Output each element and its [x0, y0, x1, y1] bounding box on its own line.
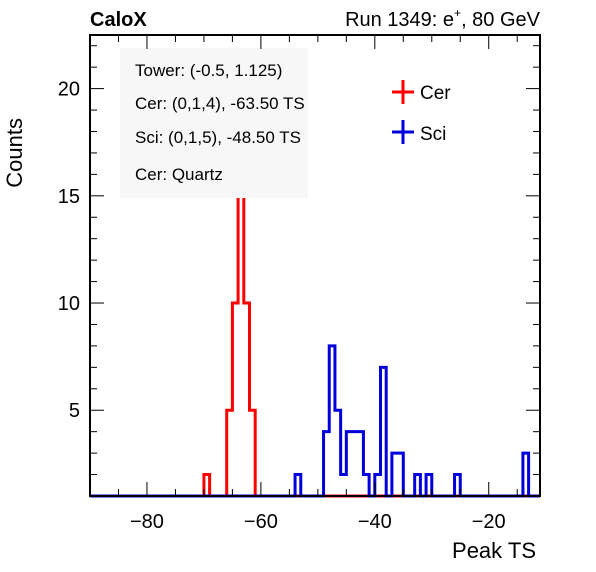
legend-label-sci: Sci: [420, 124, 446, 145]
legend-marker-sci: [392, 120, 414, 144]
x-tick-label: −40: [358, 511, 392, 533]
x-axis-ticks: −80 −60 −40 −20: [89, 35, 518, 533]
legend: Cer Sci: [392, 80, 451, 145]
x-tick-label: −60: [244, 511, 278, 533]
x-axis-label: Peak TS: [452, 538, 536, 563]
x-tick-label: −20: [472, 511, 506, 533]
info-line-sci: Sci: (0,1,5), -48.50 TS: [135, 128, 301, 147]
info-box: Tower: (-0.5, 1.125) Cer: (0,1,4), -63.5…: [120, 48, 308, 198]
y-axis-ticks: 5 10 15 20: [58, 45, 540, 497]
plot-frame: [89, 34, 541, 497]
info-line-material: Cer: Quartz: [135, 165, 223, 184]
y-tick-label: 20: [58, 79, 80, 101]
y-tick-label: 10: [58, 293, 80, 315]
legend-marker-cer: [392, 80, 414, 104]
legend-label-cer: Cer: [420, 83, 451, 104]
x-tick-label: −80: [130, 511, 164, 533]
chart-title-right: Run 1349: e+, 80 GeV: [345, 6, 541, 31]
info-line-tower: Tower: (-0.5, 1.125): [135, 61, 282, 80]
y-axis-label: Counts: [2, 118, 27, 188]
info-line-cer: Cer: (0,1,4), -63.50 TS: [135, 94, 305, 113]
y-tick-label: 15: [58, 186, 80, 208]
chart-title-left: CaloX: [90, 9, 147, 31]
y-tick-label: 5: [69, 400, 80, 422]
